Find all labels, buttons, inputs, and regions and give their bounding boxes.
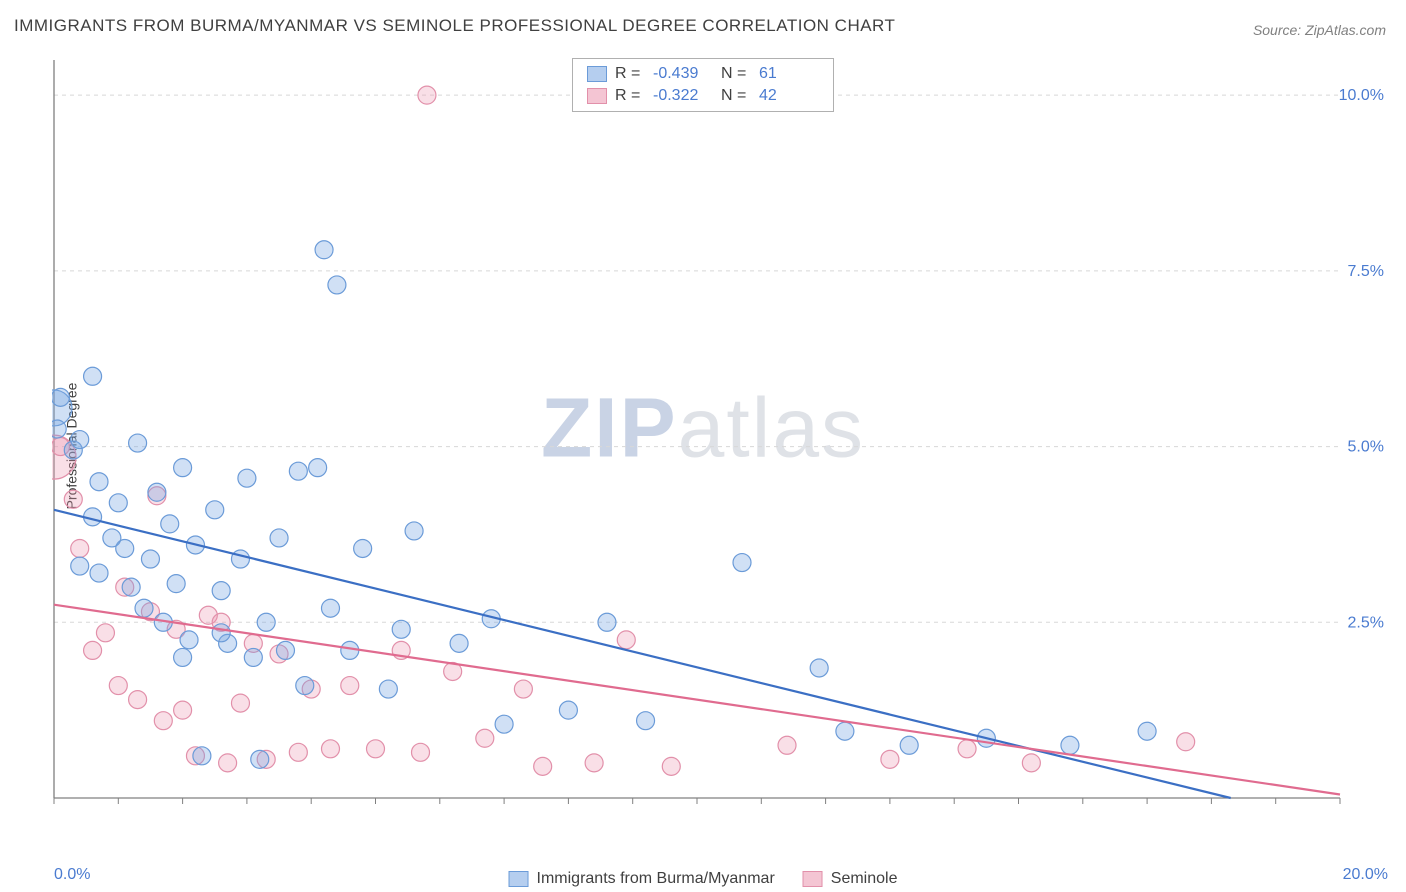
n-value: 42: [759, 85, 819, 107]
r-label: R =: [615, 85, 645, 107]
source-label: Source: ZipAtlas.com: [1253, 22, 1386, 38]
svg-text:7.5%: 7.5%: [1348, 263, 1384, 280]
x-axis-max-label: 20.0%: [1343, 866, 1388, 884]
legend-stat-row: R = -0.439 N = 61: [587, 63, 819, 85]
x-axis-min-label: 0.0%: [54, 866, 90, 884]
n-label: N =: [721, 63, 751, 85]
legend-series: Immigrants from Burma/Myanmar Seminole: [509, 870, 898, 888]
legend-swatch: [587, 66, 607, 82]
legend-item: Immigrants from Burma/Myanmar: [509, 870, 775, 888]
svg-text:10.0%: 10.0%: [1339, 87, 1384, 104]
legend-swatch: [509, 871, 529, 887]
legend-stat-row: R = -0.322 N = 42: [587, 85, 819, 107]
svg-text:2.5%: 2.5%: [1348, 614, 1384, 631]
legend-swatch: [587, 88, 607, 104]
legend-swatch: [803, 871, 823, 887]
r-value: -0.439: [653, 63, 713, 85]
legend-label: Seminole: [831, 870, 898, 888]
plot-svg: 2.5% 5.0% 7.5% 10.0%: [52, 56, 1390, 832]
r-value: -0.322: [653, 85, 713, 107]
legend-label: Immigrants from Burma/Myanmar: [537, 870, 775, 888]
n-label: N =: [721, 85, 751, 107]
legend-item: Seminole: [803, 870, 898, 888]
scatter-plot: 2.5% 5.0% 7.5% 10.0%: [52, 56, 1390, 832]
legend-stats: R = -0.439 N = 61 R = -0.322 N = 42: [572, 58, 834, 112]
n-value: 61: [759, 63, 819, 85]
chart-title: IMMIGRANTS FROM BURMA/MYANMAR VS SEMINOL…: [14, 16, 895, 36]
r-label: R =: [615, 63, 645, 85]
svg-text:5.0%: 5.0%: [1348, 439, 1384, 456]
